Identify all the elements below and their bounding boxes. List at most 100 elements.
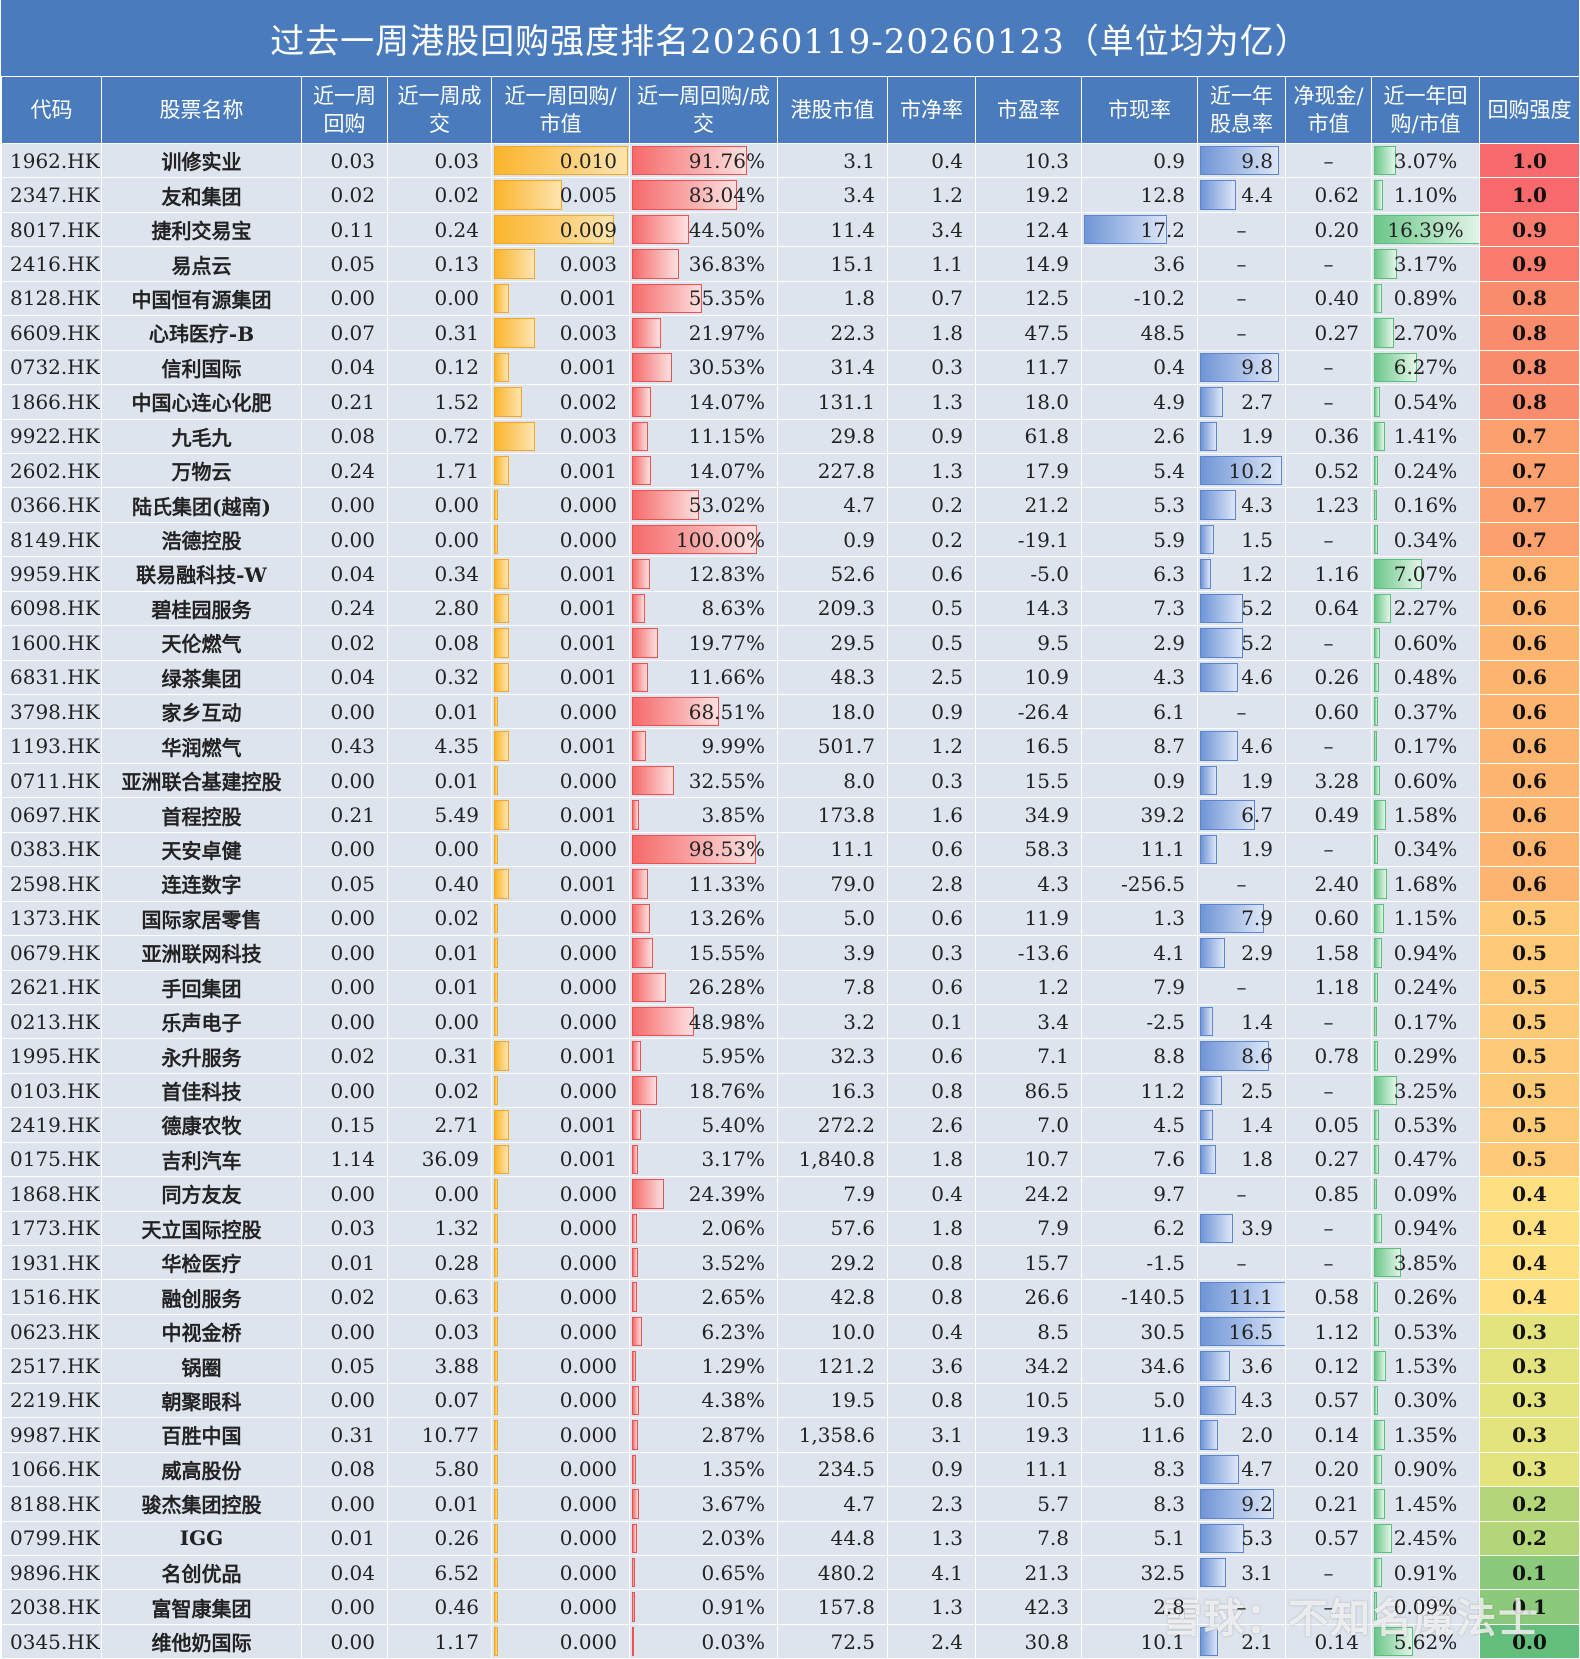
col-header-buyback-turnover[interactable]: 近一周回购/成交 xyxy=(629,76,778,144)
cell-weekly-buyback: 0.03 xyxy=(301,142,388,179)
col-header-buyback-strength[interactable]: 回购强度 xyxy=(1479,76,1580,144)
table-row[interactable]: 8128.HK 中国恒有源集团 0.00 0.00 0.001 55.35% 1.8 0.7 1… xyxy=(1,280,1580,317)
cell-yearly-buyback-cap: 0.17% xyxy=(1371,728,1480,764)
cell-value: – xyxy=(1236,1595,1247,1620)
databar-green xyxy=(1374,559,1423,589)
table-row[interactable]: 1193.HK 华润燃气 0.43 4.35 0.001 9.99% 501.7 1.2 16.… xyxy=(1,728,1580,764)
table-row[interactable]: 0711.HK 亚洲联合基建控股 0.00 0.01 0.000 32.55% 8.0 0.3… xyxy=(1,762,1580,799)
col-header-pb[interactable]: 市净率 xyxy=(887,76,976,144)
table-row[interactable]: 1773.HK 天立国际控股 0.03 1.32 0.000 2.06% 57.6 1.8 7.… xyxy=(1,1210,1580,1247)
cell-value: 7.9 xyxy=(1241,906,1273,931)
cell-buyback-turnover: 0.91% xyxy=(629,1589,778,1625)
table-row[interactable]: 2598.HK 连连数字 0.05 0.40 0.001 11.33% 79.0 2.8 4.3… xyxy=(1,866,1580,902)
table-row[interactable]: 9987.HK 百胜中国 0.31 10.77 0.000 2.87% 1,358.6 3.1… xyxy=(1,1417,1580,1453)
table-row[interactable]: 9896.HK 名创优品 0.04 6.52 0.000 0.65% 480.2 4.1 21.… xyxy=(1,1554,1580,1591)
table-row[interactable]: 2621.HK 手回集团 0.00 0.01 0.000 26.28% 7.8 0.6 1.2 7… xyxy=(1,969,1580,1005)
databar-green xyxy=(1374,1523,1392,1553)
table-row[interactable]: 0732.HK 信利国际 0.04 0.12 0.001 30.53% 31.4 0.3 11.… xyxy=(1,349,1580,386)
cell-pe: 5.7 xyxy=(975,1486,1082,1522)
table-row[interactable]: 0383.HK 天安卓健 0.00 0.00 0.000 98.53% 11.1 0.6 58.… xyxy=(1,831,1580,868)
cell-dividend-yield: – xyxy=(1197,1176,1286,1212)
cell-value: 34.6 xyxy=(1140,1354,1185,1379)
databar-green xyxy=(1374,1557,1382,1588)
col-header-pe[interactable]: 市盈率 xyxy=(975,76,1082,144)
col-header-weekly-turnover[interactable]: 近一周成交 xyxy=(387,76,492,144)
table-row[interactable]: 0366.HK 陆氏集团(越南) 0.00 0.00 0.000 53.02% 4.7 0.2… xyxy=(1,487,1580,523)
cell-pb: 0.6 xyxy=(887,556,976,592)
cell-yearly-buyback-cap: 0.29% xyxy=(1371,1038,1480,1074)
table-row[interactable]: 0213.HK 乐声电子 0.00 0.00 0.000 48.98% 3.2 0.1 3.4-… xyxy=(1,1003,1580,1040)
cell-buyback-turnover: 2.06% xyxy=(629,1210,778,1247)
table-row[interactable]: 2219.HK 朝聚眼科 0.00 0.07 0.000 4.38% 19.5 0.8 10.5… xyxy=(1,1382,1580,1419)
col-header-weekly-buyback[interactable]: 近一周回购 xyxy=(301,76,388,144)
cell-weekly-turnover: 0.24 xyxy=(387,211,492,248)
table-row[interactable]: 8188.HK 骏杰集团控股 0.00 0.01 0.000 3.67% 4.7 2.3 5.7… xyxy=(1,1486,1580,1522)
table-row[interactable]: 3798.HK 家乡互动 0.00 0.01 0.000 68.51% 18.0 0.9 -26… xyxy=(1,693,1580,730)
cell-weekly-buyback: 0.02 xyxy=(301,1279,388,1315)
col-header-code[interactable]: 代码 xyxy=(1,76,102,144)
cell-net-cash-cap: 0.40 xyxy=(1285,280,1372,317)
table-row[interactable]: 2416.HK 易点云 0.05 0.13 0.003 36.83% 15.1 1.1 14.9… xyxy=(1,246,1580,282)
table-row[interactable]: 1962.HK 训修实业 0.03 0.03 0.010 91.76% 3.1 0.4 10.3… xyxy=(1,142,1580,179)
cell-pb: 1.3 xyxy=(887,384,976,420)
table-row[interactable]: 1866.HK 中国心连心化肥 0.21 1.52 0.002 14.07% 131.1 1.… xyxy=(1,384,1580,420)
cell-pe: 1.2 xyxy=(975,969,1082,1005)
table-row[interactable]: 9922.HK 九毛九 0.08 0.72 0.003 11.15% 29.8 0.9 61.8… xyxy=(1,418,1580,454)
cell-value: – xyxy=(1236,320,1247,345)
databar-orange xyxy=(494,1592,498,1622)
cell-stock-name: 九毛九 xyxy=(101,418,302,454)
databar-blue xyxy=(1200,1351,1231,1381)
cell-pe: 10.9 xyxy=(975,659,1082,696)
cell-buyback-strength: 0.1 xyxy=(1479,1589,1580,1625)
table-row[interactable]: 2517.HK 锅圈 0.05 3.88 0.000 1.29% 121.2 3.6 34.2 3… xyxy=(1,1348,1580,1384)
table-row[interactable]: 1931.HK 华检医疗 0.01 0.28 0.000 3.52% 29.2 0.8 15.7… xyxy=(1,1244,1580,1281)
cell-pcf: 11.6 xyxy=(1081,1417,1198,1453)
table-row[interactable]: 0345.HK 维他奶国际 0.00 1.17 0.000 0.03% 72.5 2.4 30.… xyxy=(1,1623,1580,1659)
cell-pb: 2.4 xyxy=(887,1623,976,1659)
cell-value: 1.58% xyxy=(1393,803,1458,828)
table-row[interactable]: 2602.HK 万物云 0.24 1.71 0.001 14.07% 227.8 1.3 17.… xyxy=(1,452,1580,489)
table-row[interactable]: 6831.HK 绿茶集团 0.04 0.32 0.001 11.66% 48.3 2.5 10.… xyxy=(1,659,1580,696)
table-row[interactable]: 6609.HK 心玮医疗-B 0.07 0.31 0.003 21.97% 22.3 1.8 4… xyxy=(1,315,1580,351)
table-row[interactable]: 0175.HK 吉利汽车 1.14 36.09 0.001 3.17% 1,840.8 1.8… xyxy=(1,1141,1580,1178)
cell-buyback-turnover: 4.38% xyxy=(629,1382,778,1419)
table-row[interactable]: 1373.HK 国际家居零售 0.00 0.02 0.000 13.26% 5.0 0.6 11… xyxy=(1,900,1580,937)
table-row[interactable]: 1516.HK 融创服务 0.02 0.63 0.000 2.65% 42.8 0.8 26.6… xyxy=(1,1279,1580,1315)
table-row[interactable]: 8017.HK 捷利交易宝 0.11 0.24 0.009 44.50% 11.4 3.4 12… xyxy=(1,211,1580,248)
table-row[interactable]: 0679.HK 亚洲联网科技 0.00 0.01 0.000 15.55% 3.9 0.3 -1… xyxy=(1,935,1580,971)
table-row[interactable]: 6098.HK 碧桂园服务 0.24 2.80 0.001 8.63% 209.3 0.5 14… xyxy=(1,590,1580,627)
cell-pb: 1.2 xyxy=(887,177,976,213)
col-header-net-cash-cap[interactable]: 净现金/市值 xyxy=(1285,76,1372,144)
cell-value: 15.55% xyxy=(688,940,765,965)
table-row[interactable]: 0623.HK 中视金桥 0.00 0.03 0.000 6.23% 10.0 0.4 8.5 3… xyxy=(1,1313,1580,1350)
cell-yearly-buyback-cap: 0.47% xyxy=(1371,1141,1480,1178)
cell-code: 8017.HK xyxy=(1,211,102,248)
table-row[interactable]: 0799.HK IGG 0.01 0.26 0.000 2.03% 44.8 1.3 7.8 5.… xyxy=(1,1520,1580,1556)
table-row[interactable]: 1995.HK 永升服务 0.02 0.31 0.001 5.95% 32.3 0.6 7.1 8… xyxy=(1,1038,1580,1074)
cell-value: 32.5 xyxy=(1140,1560,1185,1585)
table-row[interactable]: 2347.HK 友和集团 0.02 0.02 0.005 83.04% 3.4 1.2 19.2… xyxy=(1,177,1580,213)
cell-pcf: 6.2 xyxy=(1081,1210,1198,1247)
cell-pe: 11.1 xyxy=(975,1451,1082,1488)
col-header-market-cap[interactable]: 港股市值 xyxy=(777,76,888,144)
table-row[interactable]: 2038.HK 富智康集团 0.00 0.46 0.000 0.91% 157.8 1.3 42… xyxy=(1,1589,1580,1625)
col-header-buyback-cap[interactable]: 近一周回购/市值 xyxy=(491,76,630,144)
table-row[interactable]: 2419.HK 德康农牧 0.15 2.71 0.001 5.40% 272.2 2.6 7.0… xyxy=(1,1107,1580,1143)
table-row[interactable]: 0103.HK 首佳科技 0.00 0.02 0.000 18.76% 16.3 0.8 86.… xyxy=(1,1072,1580,1109)
col-header-name[interactable]: 股票名称 xyxy=(101,76,302,144)
databar-orange xyxy=(494,903,498,934)
table-row[interactable]: 1868.HK 同方友友 0.00 0.00 0.000 24.39% 7.9 0.4 24.2… xyxy=(1,1176,1580,1212)
cell-code: 0103.HK xyxy=(1,1072,102,1109)
cell-weekly-buyback: 0.00 xyxy=(301,1313,388,1350)
cell-value: 0.002 xyxy=(559,389,617,414)
table-row[interactable]: 1600.HK 天伦燃气 0.02 0.08 0.001 19.77% 29.5 0.5 9.5… xyxy=(1,625,1580,661)
col-header-pcf[interactable]: 市现率 xyxy=(1081,76,1198,144)
table-row[interactable]: 1066.HK 威高股份 0.08 5.80 0.000 1.35% 234.5 0.9 11.… xyxy=(1,1451,1580,1488)
cell-weekly-buyback: 0.00 xyxy=(301,1072,388,1109)
col-header-yearly-buyback-cap[interactable]: 近一年回购/市值 xyxy=(1371,76,1480,144)
cell-buyback-turnover: 3.85% xyxy=(629,797,778,833)
table-row[interactable]: 9959.HK 联易融科技-W 0.04 0.34 0.001 12.83% 52.6 0.6… xyxy=(1,556,1580,592)
table-row[interactable]: 0697.HK 首程控股 0.21 5.49 0.001 3.85% 173.8 1.6 34.… xyxy=(1,797,1580,833)
col-header-dividend-yield[interactable]: 近一年股息率 xyxy=(1197,76,1286,144)
table-row[interactable]: 8149.HK 浩德控股 0.00 0.00 0.000 100.00% 0.9 0.2 -19… xyxy=(1,521,1580,558)
